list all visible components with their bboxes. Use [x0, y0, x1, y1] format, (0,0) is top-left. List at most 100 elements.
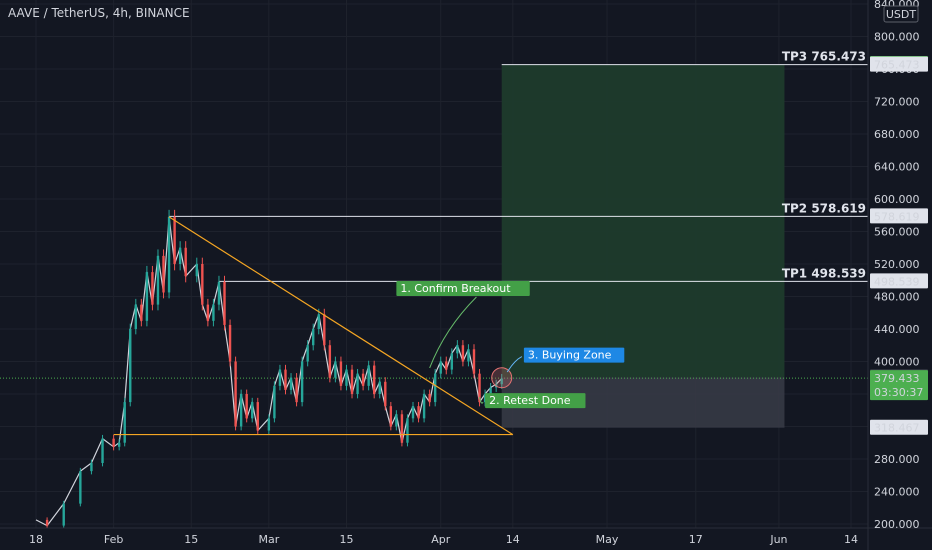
- candle-body: [400, 414, 404, 443]
- candle-body: [223, 281, 226, 325]
- candle-body: [278, 369, 282, 386]
- candle-body: [300, 361, 304, 403]
- candle-body: [162, 255, 165, 293]
- annotation-text: 1. Confirm Breakout: [400, 282, 511, 295]
- candle-body: [134, 304, 137, 329]
- candle-body: [239, 393, 243, 427]
- candle-body: [251, 402, 254, 419]
- candle-body: [167, 216, 171, 293]
- candle-body: [378, 381, 381, 394]
- candle-body: [62, 503, 65, 526]
- candle-body: [328, 345, 332, 378]
- candle-body: [356, 373, 359, 394]
- price-tag: [870, 419, 928, 435]
- candle-body: [312, 328, 315, 346]
- time-tick-label: 15: [184, 533, 198, 546]
- time-tick-label: 18: [29, 533, 43, 546]
- annotation-arrow: [479, 397, 484, 404]
- candle-body: [256, 402, 259, 431]
- price-tick-label: 400.000: [874, 355, 920, 368]
- annotation-arrow: [506, 356, 523, 373]
- candle-body: [389, 406, 393, 427]
- price-tick-label: 680.000: [874, 128, 920, 141]
- current-price-tag: [870, 370, 928, 401]
- candle-body: [433, 373, 437, 403]
- candle-body: [201, 264, 204, 305]
- target-label-tp1: TP1 498.539: [782, 266, 866, 280]
- price-tick-label: 200.000: [874, 518, 920, 531]
- annotation-box: [485, 393, 586, 409]
- buying-zone-circle: [491, 367, 513, 389]
- current-price-label: 379.433: [874, 372, 920, 385]
- candle-body: [45, 519, 49, 526]
- price-tick-label: 640.000: [874, 161, 920, 174]
- candle-body: [234, 361, 237, 427]
- price-tag-label: 498.539: [874, 275, 920, 288]
- candle-body: [489, 387, 492, 394]
- currency-badge: [883, 5, 919, 23]
- candle-body: [151, 272, 154, 305]
- candle-body: [467, 349, 470, 362]
- price-tick-label: 520.000: [874, 258, 920, 271]
- candle-body: [90, 463, 93, 472]
- time-tick-label: Mar: [258, 533, 279, 546]
- candle-body: [273, 385, 276, 419]
- target-label-tp2: TP2 578.619: [782, 201, 866, 215]
- time-tick-label: 17: [689, 533, 703, 546]
- candle-body: [101, 438, 104, 464]
- candle-body: [478, 373, 481, 403]
- candle-body: [289, 377, 293, 390]
- candle-body: [472, 349, 476, 374]
- candle-body: [79, 471, 82, 504]
- candle-body: [178, 247, 182, 264]
- annotation-text: 2. Retest Done: [489, 394, 571, 407]
- candle-body: [406, 418, 409, 443]
- candle-body: [140, 304, 143, 321]
- candle-body: [245, 393, 248, 419]
- price-tick-label: 800.000: [874, 31, 920, 44]
- time-tick-label: Feb: [104, 533, 123, 546]
- candle-body: [345, 369, 348, 386]
- time-axis-background: [0, 528, 932, 550]
- price-tag-label: 318.467: [874, 422, 920, 435]
- candle-body: [395, 414, 398, 427]
- price-tag: [870, 273, 928, 289]
- candle-body: [461, 345, 465, 362]
- time-tick-label: Jun: [769, 533, 787, 546]
- time-tick-label: 14: [506, 533, 520, 546]
- candle-body: [156, 255, 160, 305]
- price-tag: [870, 56, 928, 72]
- price-tick-label: 480.000: [874, 290, 920, 303]
- annotation-text: 3. Buying Zone: [528, 349, 612, 362]
- candle-body: [411, 406, 415, 419]
- time-tick-label: Apr: [431, 533, 451, 546]
- candle-body: [367, 365, 370, 386]
- price-tick-label: 440.000: [874, 323, 920, 336]
- candle-body: [450, 353, 454, 370]
- candle-body: [145, 272, 149, 321]
- currency-label: USDT: [886, 8, 917, 21]
- candle-body: [428, 393, 431, 403]
- price-tick-label: 280.000: [874, 453, 920, 466]
- candle-body: [372, 365, 376, 394]
- candle-body: [500, 378, 503, 385]
- profit-zone: [501, 64, 785, 378]
- symbol-title: AAVE / TetherUS, 4h, BINANCE: [8, 6, 190, 20]
- candle-body: [339, 361, 343, 386]
- candle-body: [456, 345, 459, 354]
- time-tick-label: 14: [844, 533, 858, 546]
- target-label-tp3: TP3 765.473: [782, 50, 866, 64]
- candle-body: [306, 345, 309, 362]
- candle-body: [317, 314, 320, 329]
- price-tick-label: 720.000: [874, 96, 920, 109]
- candle-body: [212, 304, 215, 321]
- price-tag: [870, 208, 928, 224]
- candle-body: [228, 324, 232, 362]
- candle-body: [295, 377, 298, 403]
- price-tag-label: 765.473: [874, 59, 920, 72]
- annotation-arrow: [429, 296, 477, 369]
- candle-body: [117, 442, 121, 447]
- annotation-box: [523, 347, 625, 363]
- price-tick-label: 560.000: [874, 226, 920, 239]
